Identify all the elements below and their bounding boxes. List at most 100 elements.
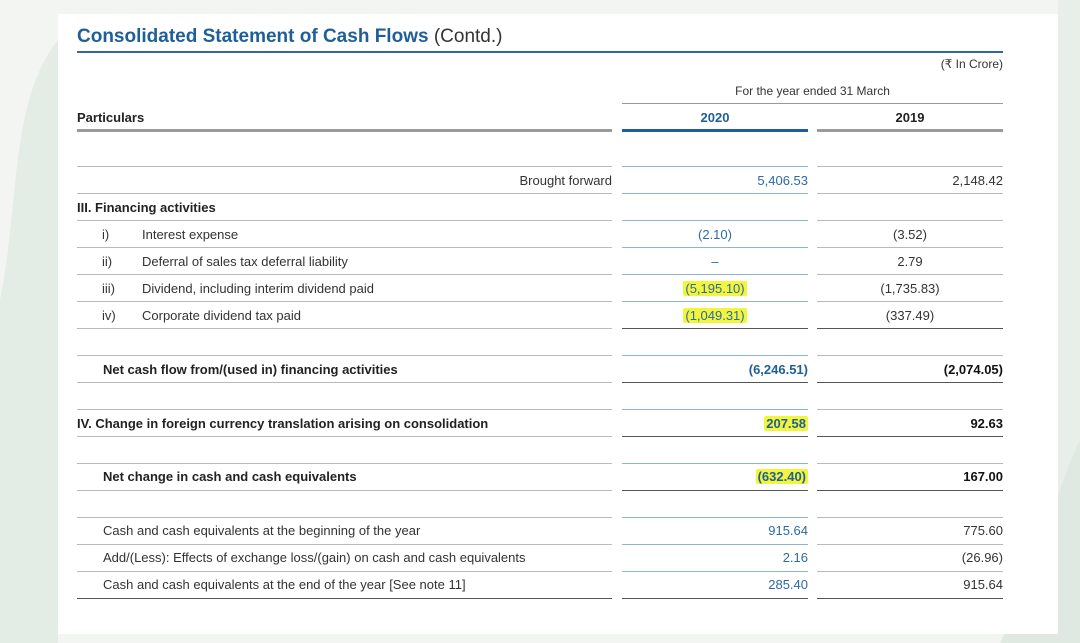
item-label: Dividend, including interim dividend pai… — [142, 281, 374, 296]
item-value-2019: 2.79 — [897, 254, 923, 269]
row-rule — [77, 571, 612, 572]
table-row: iv) Corporate dividend tax paid (1,049.31… — [0, 302, 1080, 329]
table-row-net-change: Net change in cash and cash equivalents … — [0, 463, 1080, 490]
row-rule — [622, 328, 808, 329]
cash-row-2020: 285.40 — [768, 577, 808, 592]
fx-translation-label: IV. Change in foreign currency translati… — [77, 416, 489, 431]
row-rule — [77, 274, 612, 275]
financing-heading: III. Financing activities — [77, 200, 216, 215]
row-rule — [77, 382, 612, 383]
row-rule — [622, 571, 808, 572]
fx-translation-2019: 92.63 — [970, 416, 1003, 431]
row-rule — [622, 490, 808, 491]
row-rule — [817, 382, 1003, 383]
row-rule — [77, 544, 612, 545]
row-rule — [77, 517, 612, 518]
table-row: Cash and cash equivalents at the beginni… — [0, 517, 1080, 544]
table-row-fx-translation: IV. Change in foreign currency translati… — [0, 410, 1080, 437]
row-rule — [817, 598, 1003, 599]
item-number: iv) — [102, 308, 116, 323]
row-rule — [622, 301, 808, 302]
item-label: Interest expense — [142, 227, 239, 242]
header-2020: 2020 — [700, 110, 730, 125]
row-rule — [817, 247, 1003, 248]
unit-label: (₹ In Crore) — [940, 57, 1003, 71]
header-particulars: Particulars — [77, 110, 145, 125]
highlighted-value-2020: (5,195.10) — [683, 281, 747, 296]
row-rule — [817, 544, 1003, 545]
row-rule — [77, 436, 612, 437]
row-rule — [77, 490, 612, 491]
item-value-2019: (337.49) — [885, 308, 935, 323]
row-rule — [817, 301, 1003, 302]
item-number: ii) — [102, 254, 113, 269]
cash-row-2019: 775.60 — [963, 523, 1003, 538]
row-rule — [622, 463, 808, 464]
item-label: Deferral of sales tax deferral liability — [142, 254, 348, 269]
brought-forward-label: Brought forward — [519, 173, 613, 188]
row-rule — [817, 463, 1003, 464]
row-rule — [817, 517, 1003, 518]
row-rule — [817, 571, 1003, 572]
row-rule — [817, 355, 1003, 356]
period-label: For the year ended 31 March — [735, 84, 890, 98]
row-rule — [77, 193, 612, 194]
net-change-label: Net change in cash and cash equivalents — [103, 469, 357, 484]
row-rule — [622, 409, 808, 410]
row-rule — [77, 355, 612, 356]
row-rule — [77, 220, 612, 221]
row-rule — [622, 274, 808, 275]
row-rule — [622, 382, 808, 383]
item-number: iii) — [102, 281, 115, 296]
header-bar-particulars — [77, 129, 612, 132]
item-value-2020: (2.10) — [698, 227, 732, 242]
item-label: Corporate dividend tax paid — [142, 308, 301, 323]
row-rule — [77, 598, 612, 599]
row-rule — [622, 193, 808, 194]
net-change-2019: 167.00 — [963, 469, 1003, 484]
table-row-brought-forward: Brought forward 5,406.53 2,148.42 — [0, 167, 1080, 194]
row-rule — [77, 247, 612, 248]
table-row: iii) Dividend, including interim dividend… — [0, 275, 1080, 302]
row-rule — [77, 409, 612, 410]
document-page — [58, 14, 1058, 634]
row-rule — [817, 166, 1003, 167]
row-rule — [817, 220, 1003, 221]
table-row: ii) Deferral of sales tax deferral liabil… — [0, 248, 1080, 275]
cash-row-label: Cash and cash equivalents at the end of … — [103, 577, 466, 592]
cash-row-label: Add/(Less): Effects of exchange loss/(ga… — [103, 550, 526, 565]
row-rule — [817, 274, 1003, 275]
row-rule — [622, 544, 808, 545]
row-rule — [622, 598, 808, 599]
table-row: Cash and cash equivalents at the end of … — [0, 571, 1080, 598]
title-rule — [77, 51, 1003, 53]
highlighted-value-2020: 207.58 — [764, 416, 808, 431]
row-rule — [817, 409, 1003, 410]
cash-row-2019: 915.64 — [963, 577, 1003, 592]
row-rule — [77, 166, 612, 167]
row-rule — [622, 247, 808, 248]
item-number: i) — [102, 227, 110, 242]
highlighted-value-2020: (1,049.31) — [683, 308, 747, 323]
title-main: Consolidated Statement of Cash Flows — [77, 26, 429, 47]
header-bar-2020 — [622, 129, 808, 132]
header-bar-2019 — [817, 129, 1003, 132]
row-rule — [77, 463, 612, 464]
row-rule — [817, 490, 1003, 491]
table-row: Add/(Less): Effects of exchange loss/(ga… — [0, 544, 1080, 571]
cash-row-2020: 2.16 — [782, 550, 808, 565]
header-2019: 2019 — [895, 110, 925, 125]
table-row-net-financing: Net cash flow from/(used in) financing a… — [0, 356, 1080, 383]
period-rule — [622, 103, 1003, 104]
row-rule — [817, 436, 1003, 437]
row-rule — [622, 436, 808, 437]
row-rule — [622, 220, 808, 221]
cash-row-2020: 915.64 — [768, 523, 808, 538]
item-value-2020: – — [711, 254, 719, 269]
net-financing-2020: (6,246.51) — [748, 362, 808, 377]
table-row: i) Interest expense (2.10) (3.52) — [0, 221, 1080, 248]
highlighted-value-2020: (632.40) — [755, 469, 808, 484]
item-value-2019: (3.52) — [893, 227, 927, 242]
statement-title: Consolidated Statement of Cash Flows (Co… — [77, 26, 1003, 48]
